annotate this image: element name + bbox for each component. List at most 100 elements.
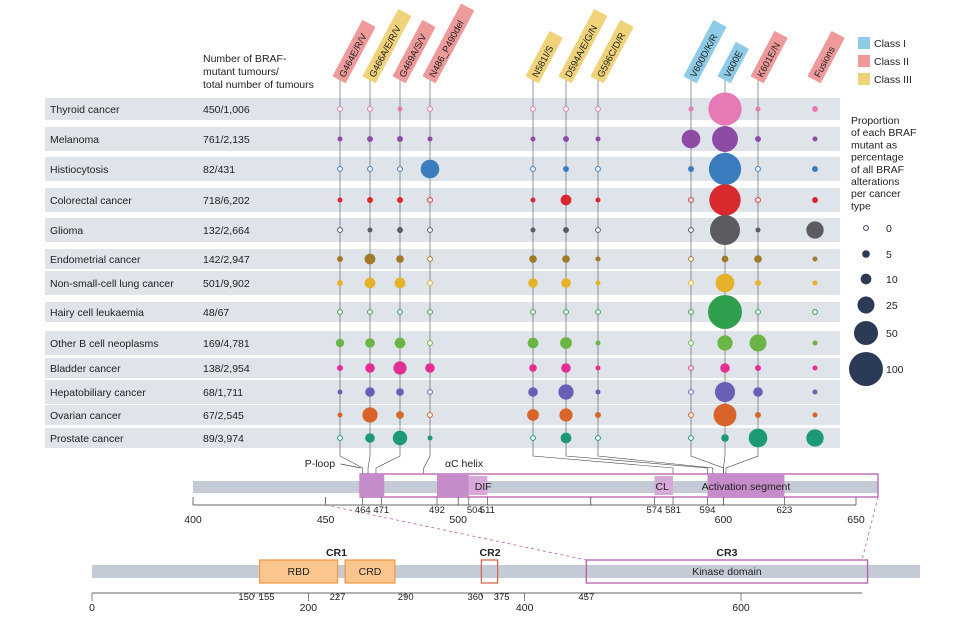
cancer-count-ovarian-cancer: 67/2,545 — [203, 410, 244, 422]
bubble-other-b-cell-neoplasms-g464e-r-v — [335, 338, 345, 348]
cancer-name-melanoma: Melanoma — [50, 134, 99, 146]
bubble-prostate-cancer-n581i-s — [530, 435, 536, 441]
cancer-count-glioma: 132/2,664 — [203, 225, 250, 237]
bubble-histiocytosis-g466a-e-r-v — [367, 166, 373, 172]
bubble-melanoma-v600e — [712, 126, 738, 152]
bubble-glioma-n486-p490del — [427, 227, 433, 233]
row-band-colorectal-cancer — [45, 188, 840, 212]
bubble-bladder-cancer-v600d-k-r — [688, 365, 694, 371]
bubble-hepatobiliary-cancer-fusions — [812, 389, 818, 395]
legend-proportion-line: Proportion — [851, 115, 900, 127]
row-band-histiocytosis — [45, 157, 840, 181]
bubble-glioma-g464e-r-v — [337, 227, 343, 233]
bubble-ovarian-cancer-v600e — [713, 403, 737, 427]
bubble-hairy-cell-leukaemia-fusions — [812, 309, 818, 315]
legend-size-25 — [857, 296, 875, 314]
count-header-line-1: Number of BRAF- — [203, 53, 287, 65]
bubble-prostate-cancer-g596c-d-r — [595, 435, 601, 441]
bubble-endometrial-cancer-g596c-d-r — [595, 256, 601, 262]
region-label-dif: DIF — [475, 481, 492, 493]
legend-size-10 — [860, 273, 872, 285]
connector-n581i-s — [532, 448, 674, 474]
bubble-bladder-cancer-g466a-e-r-v — [365, 363, 375, 373]
domain-pos-574: 574 — [647, 505, 663, 516]
legend-swatch-class-i — [858, 37, 870, 49]
cancer-name-thyroid-cancer: Thyroid cancer — [50, 104, 120, 116]
bubble-non-small-cell-lung-cancer-v600e — [715, 273, 735, 293]
cancer-name-hairy-cell-leukaemia: Hairy cell leukaemia — [50, 307, 144, 319]
connector-g464e-r-v — [339, 448, 364, 474]
bubble-bladder-cancer-d594a-e-g-n — [561, 363, 571, 373]
bubble-hepatobiliary-cancer-k601e-n — [753, 387, 763, 397]
cancer-name-bladder-cancer: Bladder cancer — [50, 363, 121, 375]
protein-region-cr1-rbd — [259, 559, 339, 584]
bubble-endometrial-cancer-n486-p490del — [427, 256, 433, 262]
row-band-bladder-cancer — [45, 358, 840, 378]
cancer-count-histiocytosis: 82/431 — [203, 164, 235, 176]
protein-region-label-kinase-domain: Kinase domain — [692, 566, 762, 578]
bubble-histiocytosis-v600e — [708, 152, 742, 186]
bubble-histiocytosis-fusions — [812, 166, 818, 172]
row-band-other-b-cell-neoplasms — [45, 331, 840, 355]
cancer-count-other-b-cell-neoplasms: 169/4,781 — [203, 338, 250, 350]
bubble-melanoma-k601e-n — [755, 136, 761, 142]
bubble-histiocytosis-d594a-e-g-n — [563, 166, 569, 172]
bubble-bladder-cancer-g596c-d-r — [595, 365, 601, 371]
bubble-hepatobiliary-cancer-v600e — [714, 381, 736, 403]
row-band-glioma — [45, 218, 840, 242]
bubble-glioma-n581i-s — [530, 227, 536, 233]
domain-tick-label: 450 — [317, 514, 335, 526]
bubble-thyroid-cancer-n581i-s — [530, 106, 536, 112]
bubble-non-small-cell-lung-cancer-n581i-s — [528, 278, 538, 288]
cancer-count-non-small-cell-lung-cancer: 501/9,902 — [203, 278, 250, 290]
bubble-thyroid-cancer-d594a-e-g-n — [563, 106, 569, 112]
domain-pos-623: 623 — [776, 505, 792, 516]
bubble-prostate-cancer-d594a-e-g-n — [560, 432, 572, 444]
bubble-colorectal-cancer-v600e — [709, 184, 741, 216]
protein-region-cr3-kinase-domain — [585, 559, 869, 584]
legend-size-label: 10 — [886, 274, 898, 286]
domain-region-activation-segment — [707, 474, 785, 497]
bubble-hairy-cell-leukaemia-g469a-s-v — [397, 309, 403, 315]
connector-d594a-e-g-n — [565, 448, 708, 474]
bubble-bladder-cancer-v600e — [720, 363, 730, 373]
row-band-ovarian-cancer — [45, 405, 840, 425]
bubble-endometrial-cancer-d594a-e-g-n — [562, 255, 570, 263]
header-labels: Number of BRAF- mutant tumours/ total nu… — [203, 53, 314, 91]
row-band-non-small-cell-lung-cancer — [45, 271, 840, 295]
protein-tick-150: 150 — [238, 592, 254, 603]
bubble-melanoma-d594a-e-g-n — [563, 136, 569, 142]
bubble-ovarian-cancer-k601e-n — [755, 412, 761, 418]
legend-size-0 — [863, 225, 869, 231]
bubble-hepatobiliary-cancer-d594a-e-g-n — [558, 384, 574, 400]
bubble-ovarian-cancer-fusions — [812, 412, 818, 418]
legend-proportion-line: of each BRAF — [851, 127, 916, 139]
bubble-thyroid-cancer-g466a-e-r-v — [367, 106, 373, 112]
bubble-endometrial-cancer-g466a-e-r-v — [364, 253, 376, 265]
region-label-activation-segment: Activation segment — [702, 481, 791, 493]
cancer-name-ovarian-cancer: Ovarian cancer — [50, 410, 122, 422]
legend-size-label: 50 — [886, 328, 898, 340]
bubble-hairy-cell-leukaemia-v600e — [708, 295, 742, 329]
bubble-hepatobiliary-cancer-v600d-k-r — [688, 389, 694, 395]
row-bands — [45, 98, 840, 448]
mutation-label-k601e-n: K601E/N — [750, 31, 788, 83]
bubble-endometrial-cancer-g464e-r-v — [337, 256, 343, 262]
bubble-other-b-cell-neoplasms-n581i-s — [527, 337, 539, 349]
region-label-cl: CL — [655, 481, 669, 493]
bubble-glioma-g466a-e-r-v — [367, 227, 373, 233]
bubble-ovarian-cancer-v600d-k-r — [688, 412, 694, 418]
bubble-other-b-cell-neoplasms-k601e-n — [749, 334, 767, 352]
legend-class-class-i: Class I — [874, 38, 906, 50]
kinase-domain-track: P-loop αC helix DIF CL Activation segment 400… — [184, 458, 879, 526]
bubble-melanoma-n581i-s — [530, 136, 536, 142]
legend-proportion-line: alterations — [851, 176, 899, 188]
cancer-name-colorectal-cancer: Colorectal cancer — [50, 195, 132, 207]
bubble-hairy-cell-leukaemia-v600d-k-r — [688, 309, 694, 315]
row-band-hairy-cell-leukaemia — [45, 302, 840, 322]
bubble-ovarian-cancer-n581i-s — [527, 409, 539, 421]
bubble-non-small-cell-lung-cancer-v600d-k-r — [688, 280, 694, 286]
bubble-thyroid-cancer-v600e — [708, 92, 742, 126]
bubble-hepatobiliary-cancer-n486-p490del — [427, 389, 433, 395]
bubble-ovarian-cancer-d594a-e-g-n — [559, 408, 573, 422]
